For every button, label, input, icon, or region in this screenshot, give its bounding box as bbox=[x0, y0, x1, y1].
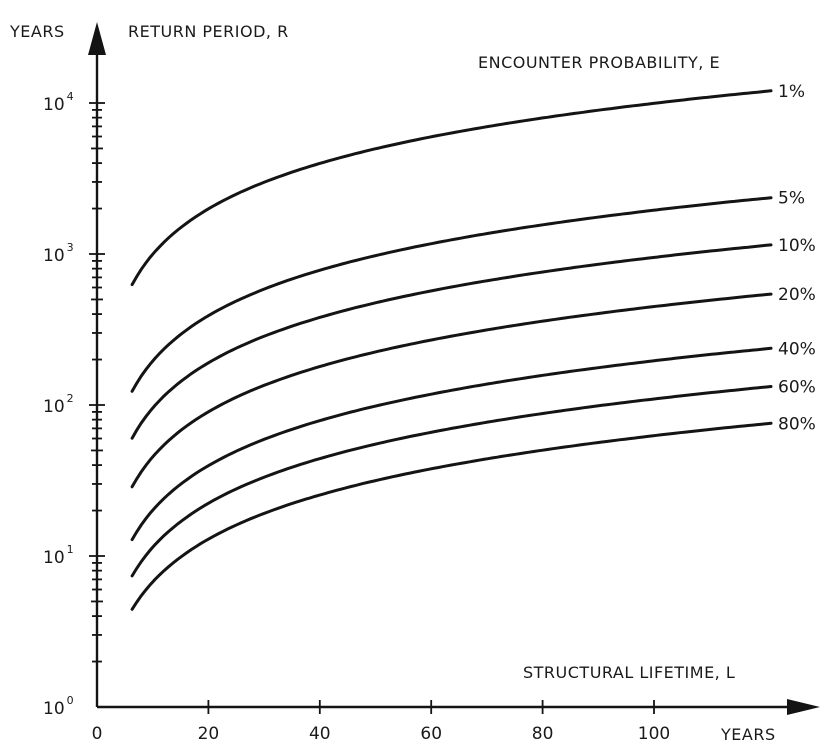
curve-10pct bbox=[130, 243, 773, 440]
x-axis-arrowhead bbox=[787, 699, 820, 715]
y-axis-unit: YEARS bbox=[9, 22, 65, 41]
y-tick-label: 10 3 bbox=[43, 241, 74, 266]
series-label: 20% bbox=[778, 285, 816, 305]
y-tick-label: 10 4 bbox=[43, 90, 74, 115]
series-label: 60% bbox=[778, 378, 816, 398]
x-tick-label: 80 bbox=[532, 724, 554, 744]
x-ticks: 0 20 40 60 80 100 bbox=[92, 700, 670, 744]
x-tick-label: 0 bbox=[92, 724, 103, 744]
x-axis-unit: YEARS bbox=[720, 725, 776, 744]
y-tick-label: 10 0 bbox=[43, 694, 74, 719]
series-label: 5% bbox=[778, 189, 805, 209]
curve-40pct bbox=[130, 346, 773, 542]
curve-5pct bbox=[130, 196, 773, 393]
curve-80pct bbox=[130, 421, 773, 611]
series-label: 1% bbox=[778, 82, 805, 102]
y-axis-arrowhead bbox=[88, 22, 106, 55]
curve-20pct bbox=[130, 292, 773, 489]
series-label: 10% bbox=[778, 236, 816, 256]
x-tick-label: 20 bbox=[198, 724, 220, 744]
x-tick-label: 60 bbox=[420, 724, 442, 744]
x-tick-label: 100 bbox=[638, 724, 670, 744]
series-label: 40% bbox=[778, 339, 816, 359]
y-tick-label: 10 1 bbox=[43, 543, 74, 568]
y-tick-label: 10 2 bbox=[43, 392, 74, 417]
series-label: 80% bbox=[778, 414, 816, 434]
curves: 1% 5% 10% 20% 40% 60% 80% bbox=[130, 82, 816, 611]
x-tick-label: 40 bbox=[309, 724, 331, 744]
curve-1pct bbox=[130, 89, 773, 287]
legend-title: ENCOUNTER PROBABILITY, E bbox=[478, 53, 720, 72]
x-axis-title: STRUCTURAL LIFETIME, L bbox=[523, 663, 735, 682]
y-axis-title: RETURN PERIOD, R bbox=[128, 22, 289, 41]
axes bbox=[88, 22, 820, 715]
curve-60pct bbox=[130, 385, 773, 578]
